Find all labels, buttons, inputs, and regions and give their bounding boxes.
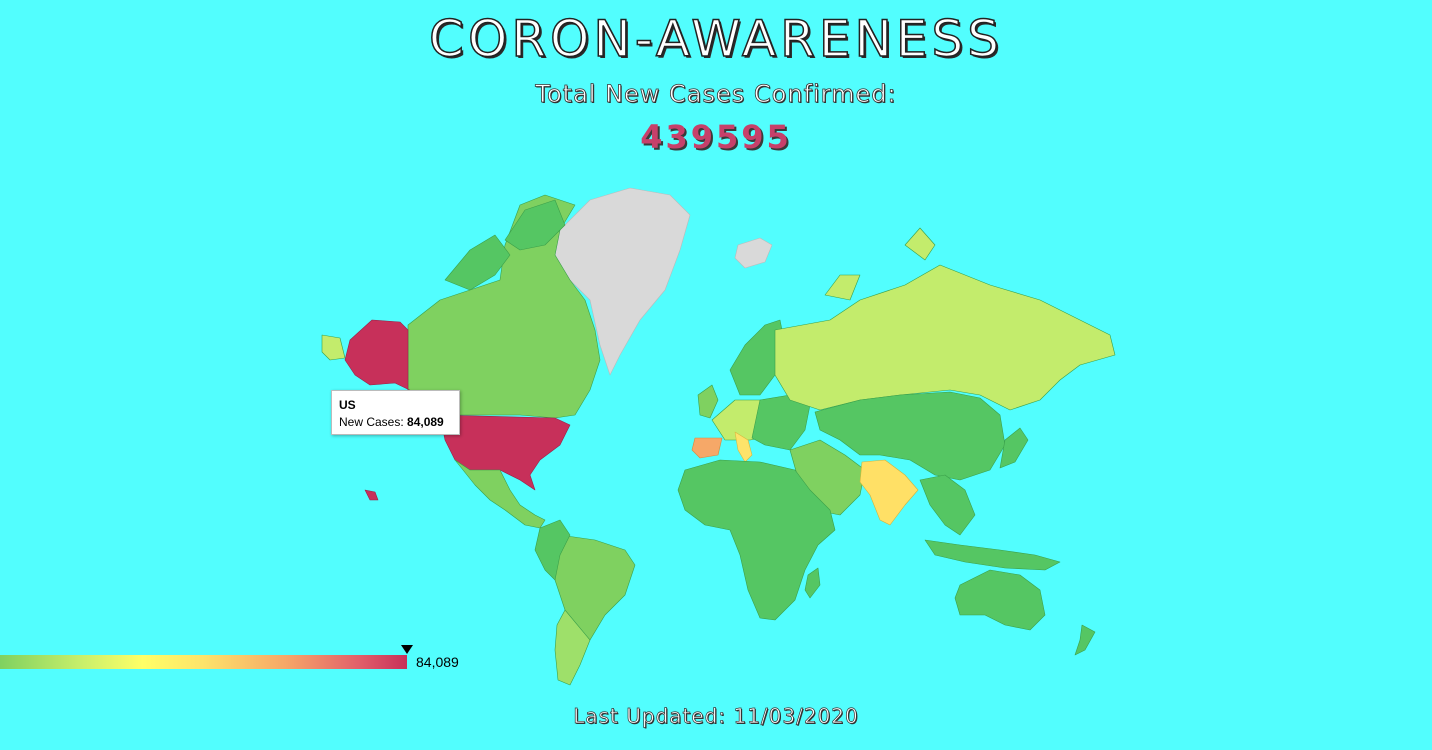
country-uk[interactable] [697, 384, 719, 419]
country-japan[interactable] [999, 427, 1029, 469]
country-greenland[interactable] [554, 187, 691, 376]
country-russia-islands[interactable] [824, 274, 861, 301]
page-title: CORON-AWARENESS [428, 9, 1003, 69]
country-russia-islands-2[interactable] [904, 227, 936, 261]
country-indonesia[interactable] [924, 539, 1061, 571]
country-canada-islands[interactable] [444, 234, 511, 291]
color-legend-bar [0, 655, 407, 669]
legend-max-value: 84,089 [416, 654, 459, 670]
last-updated: Last Updated: 11/03/2020 [573, 704, 859, 729]
country-africa[interactable] [677, 459, 836, 621]
total-cases-label: Total New Cases Confirmed: [535, 80, 897, 109]
total-cases-value: 439595 [640, 118, 792, 156]
map-tooltip: US New Cases: 84,089 [331, 390, 460, 435]
legend-marker-icon [401, 645, 413, 654]
tooltip-metric-label: New Cases: [339, 415, 404, 429]
country-colombia-peru[interactable] [534, 519, 571, 581]
country-new-zealand[interactable] [1074, 624, 1096, 656]
tooltip-metric: New Cases: 84,089 [339, 414, 452, 431]
country-australia[interactable] [954, 569, 1046, 631]
country-canada-islands-2[interactable] [504, 199, 566, 251]
country-russia-west-edge[interactable] [321, 334, 346, 361]
country-kazakhstan-china[interactable] [814, 391, 1006, 481]
country-iceland[interactable] [734, 237, 773, 269]
country-russia[interactable] [774, 264, 1116, 411]
country-spain[interactable] [691, 437, 723, 459]
tooltip-country: US [339, 398, 356, 412]
country-argentina[interactable] [554, 609, 591, 686]
country-us-hawaii[interactable] [364, 489, 379, 501]
country-italy[interactable] [734, 431, 753, 463]
country-southeast-asia[interactable] [919, 474, 976, 536]
country-india[interactable] [859, 459, 919, 526]
country-mexico[interactable] [454, 459, 546, 529]
country-madagascar[interactable] [804, 567, 821, 599]
tooltip-metric-value: 84,089 [407, 415, 444, 429]
